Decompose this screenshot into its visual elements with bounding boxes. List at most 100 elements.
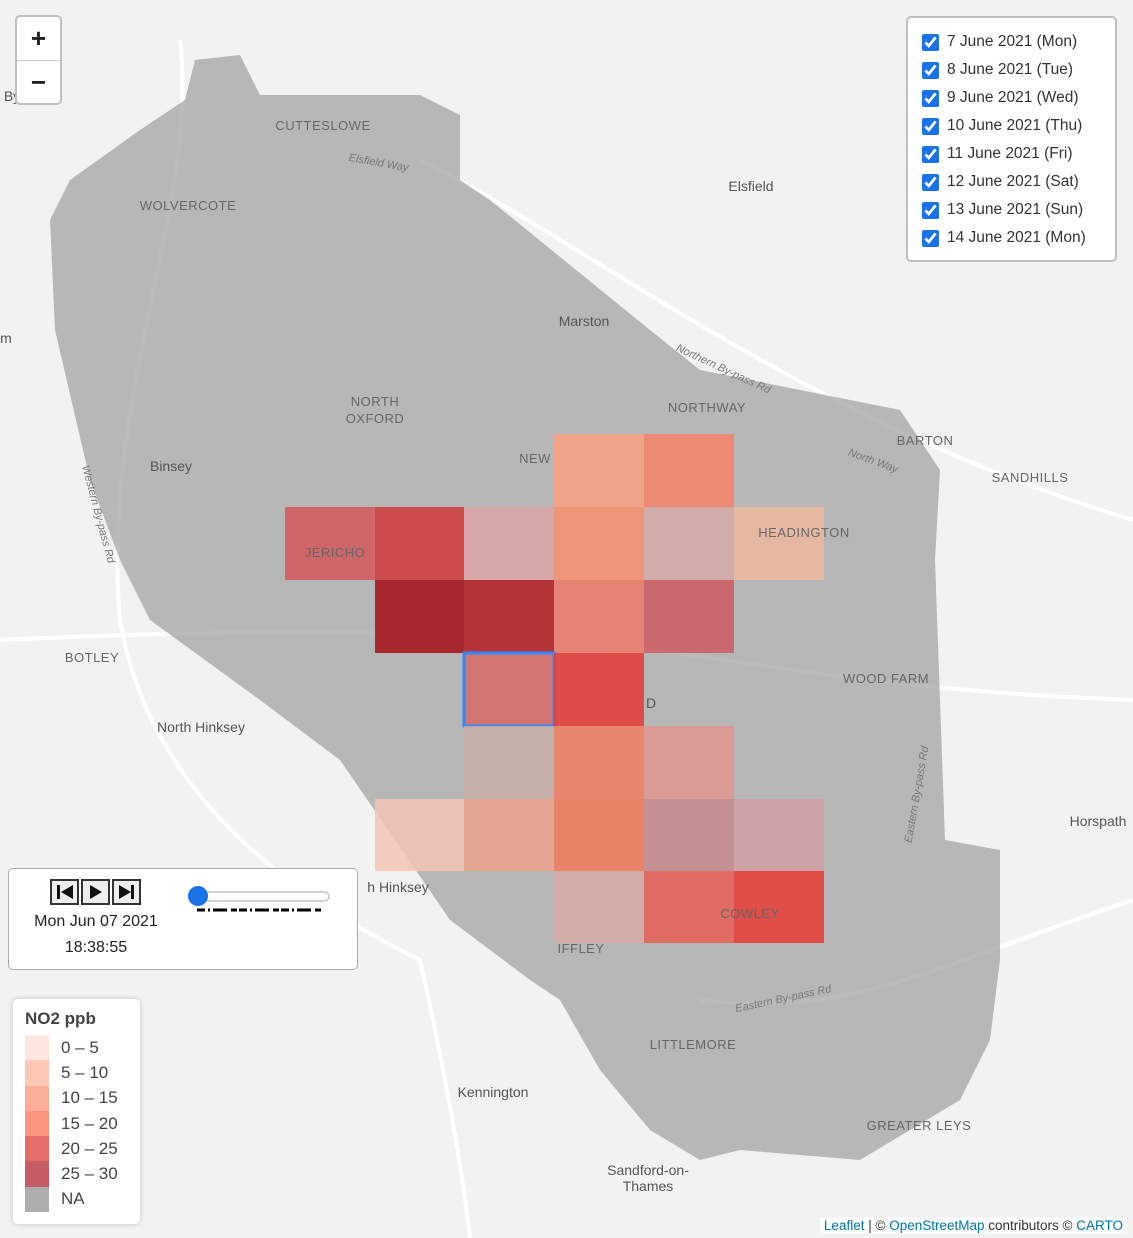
zoom-in[interactable]: + — [17, 17, 60, 61]
player-time: 18:38:55 — [65, 939, 127, 956]
grid-cell[interactable] — [734, 799, 824, 871]
layer-label: 10 June 2021 (Thu) — [947, 117, 1083, 134]
layer-row: 14 June 2021 (Mon) — [922, 224, 1115, 252]
grid-cell[interactable] — [644, 871, 734, 943]
attribution: Leaflet | © OpenStreetMap contributors ©… — [819, 1217, 1127, 1234]
grid-cell[interactable] — [644, 434, 734, 507]
layer-row: 11 June 2021 (Fri) — [922, 140, 1115, 168]
player-controls: Mon Jun 07 2021 18:38:55 — [34, 879, 330, 956]
grid-cell[interactable] — [285, 507, 375, 580]
layer-row: 10 June 2021 (Thu) — [922, 112, 1115, 140]
place-label: m — [0, 330, 12, 346]
attribution-text: contributors © — [984, 1218, 1077, 1233]
attribution-text: | © — [864, 1218, 890, 1233]
place-label: NORTHWAY — [668, 400, 746, 415]
grid-cell[interactable] — [734, 507, 824, 580]
legend-swatch — [25, 1085, 49, 1111]
grid-cell[interactable] — [644, 580, 734, 653]
place-label: OXFORD — [346, 411, 405, 426]
legend-swatch — [25, 1186, 49, 1213]
grid-cell[interactable] — [554, 871, 644, 943]
grid-cell[interactable] — [464, 799, 554, 871]
osm-link[interactable]: OpenStreetMap — [889, 1218, 985, 1233]
legend-label: 10 – 15 — [61, 1088, 118, 1108]
grid-cell[interactable] — [464, 507, 554, 580]
legend-label: 20 – 25 — [61, 1138, 118, 1158]
grid-cell[interactable] — [375, 580, 464, 653]
layer-checkbox[interactable] — [922, 201, 939, 219]
first-button[interactable] — [50, 879, 79, 905]
player-date: Mon Jun 07 2021 — [34, 913, 158, 930]
layer-label: 8 June 2021 (Tue) — [947, 61, 1074, 78]
layer-checkbox[interactable] — [922, 117, 939, 135]
grid-cell[interactable] — [554, 580, 644, 653]
place-label: LITTLEMORE — [650, 1037, 737, 1052]
leaflet-link[interactable]: Leaflet — [823, 1218, 865, 1233]
grid-cell[interactable] — [554, 434, 644, 507]
place-label: SANDHILLS — [992, 470, 1069, 485]
grid-cell[interactable] — [644, 507, 734, 580]
layer-row: 12 June 2021 (Sat) — [922, 168, 1115, 196]
place-label: WOLVERCOTE — [140, 198, 237, 213]
place-label: COWLEY — [720, 906, 779, 921]
legend-swatch — [25, 1110, 49, 1137]
grid-cell[interactable] — [554, 799, 644, 871]
layer-row: 8 June 2021 (Tue) — [922, 56, 1115, 84]
legend-item: NA — [25, 1186, 128, 1213]
legend-swatch — [25, 1060, 49, 1086]
grid-cell[interactable] — [644, 726, 734, 799]
zoom-out[interactable]: − — [30, 67, 47, 97]
layer-label: 11 June 2021 (Fri) — [947, 145, 1073, 162]
place-label: NORTH — [351, 394, 399, 409]
place-label: Sandford-on- — [607, 1162, 689, 1178]
grid-cell[interactable] — [554, 507, 644, 580]
legend-item: 25 – 30 — [25, 1161, 128, 1187]
grid-cell[interactable] — [464, 580, 554, 653]
grid-cell[interactable] — [375, 799, 464, 871]
layer-checkbox[interactable] — [922, 89, 939, 107]
legend-label: 25 – 30 — [61, 1164, 118, 1184]
carto-link[interactable]: CARTO — [1076, 1218, 1123, 1233]
legend-label: 5 – 10 — [61, 1062, 109, 1082]
place-label: NEW — [519, 451, 551, 466]
place-label: HEADINGTON — [758, 525, 849, 540]
layer-label: 13 June 2021 (Sun) — [947, 201, 1084, 218]
layer-checkbox[interactable] — [922, 173, 939, 191]
legend-item: 15 – 20 — [25, 1110, 128, 1137]
no2-grid — [285, 434, 824, 943]
layer-label: 14 June 2021 (Mon) — [947, 229, 1086, 246]
legend-label: NA — [61, 1189, 85, 1209]
legend-item: 0 – 5 — [25, 1035, 128, 1061]
layer-label: 12 June 2021 (Sat) — [947, 173, 1079, 190]
place-label: JERICHO — [305, 545, 366, 560]
legend-swatch — [25, 1136, 49, 1162]
layer-checkbox[interactable] — [922, 61, 939, 79]
layer-control: 7 June 2021 (Mon) 8 June 2021 (Tue) 9 June… — [906, 16, 1117, 262]
layer-checkbox[interactable] — [922, 33, 939, 51]
legend-swatch — [25, 1035, 49, 1061]
legend-label: 15 – 20 — [61, 1113, 118, 1133]
place-label: Horspath — [1070, 813, 1127, 829]
layer-checkbox[interactable] — [922, 145, 939, 163]
legend-item: 10 – 15 — [25, 1085, 128, 1111]
grid-cell[interactable] — [554, 726, 644, 799]
place-label: CUTTESLOWE — [275, 118, 370, 133]
grid-cell[interactable] — [462, 651, 556, 728]
legend-title: NO2 ppb — [25, 1009, 96, 1028]
place-label: North Hinksey — [157, 719, 245, 735]
play-button[interactable] — [81, 879, 110, 905]
last-button[interactable] — [112, 879, 141, 905]
grid-cell[interactable] — [375, 507, 464, 580]
legend-item: 5 – 10 — [25, 1060, 128, 1086]
place-label: D — [646, 695, 656, 711]
layer-label: 9 June 2021 (Wed) — [947, 89, 1079, 106]
grid-cell[interactable] — [644, 799, 734, 871]
grid-cell[interactable] — [554, 653, 644, 726]
layer-checkbox[interactable] — [922, 229, 939, 247]
grid-cell[interactable] — [734, 871, 824, 943]
grid-cell[interactable] — [464, 726, 554, 799]
place-label: GREATER LEYS — [867, 1118, 972, 1133]
time-slider[interactable] — [188, 886, 330, 912]
